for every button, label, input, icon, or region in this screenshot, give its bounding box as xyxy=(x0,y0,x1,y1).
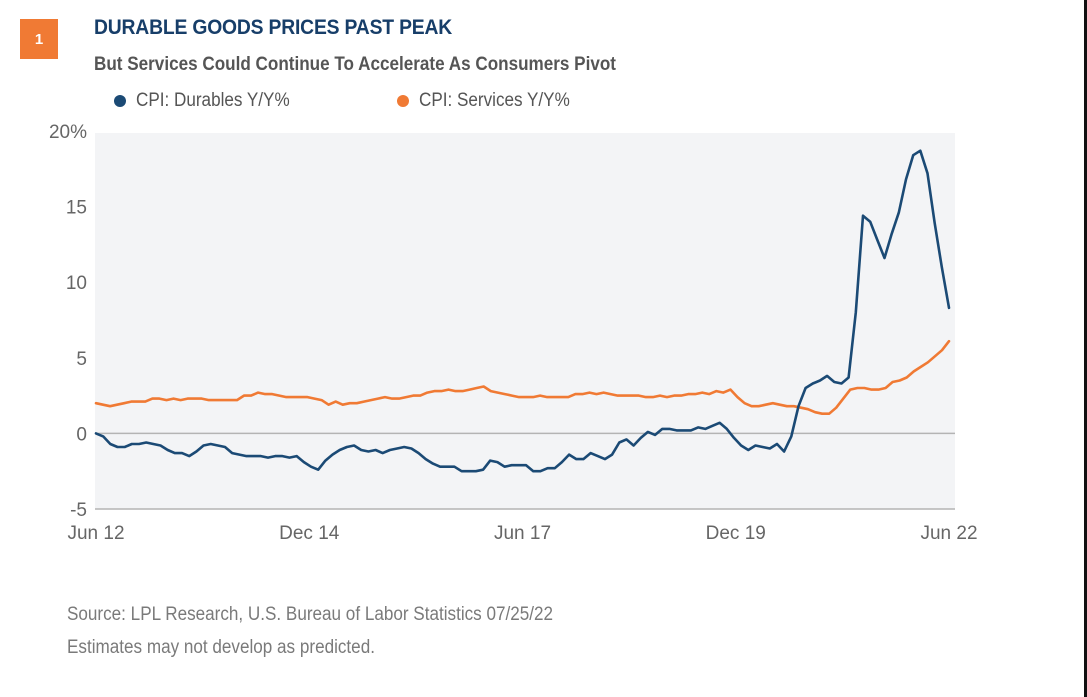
legend-dot-durables-icon xyxy=(114,95,126,107)
x-axis: Jun 12 Dec 14 Jun 17 Dec 19 Jun 22 xyxy=(67,523,977,544)
x-tick-label: Dec 19 xyxy=(706,523,766,544)
y-axis: -5 0 5 10 15 20% xyxy=(49,122,87,521)
source-note: Source: LPL Research, U.S. Bureau of Lab… xyxy=(67,604,554,625)
chart-subtitle: But Services Could Continue To Accelerat… xyxy=(94,54,616,75)
y-tick-label: -5 xyxy=(70,500,87,521)
x-tick-label: Jun 22 xyxy=(920,523,977,544)
legend-item-services: CPI: Services Y/Y% xyxy=(397,90,587,112)
chart-title: DURABLE GOODS PRICES PAST PEAK xyxy=(94,16,453,39)
legend-dot-services-icon xyxy=(397,95,409,107)
x-tick-label: Jun 12 xyxy=(67,523,124,544)
legend-label-durables: CPI: Durables Y/Y% xyxy=(136,90,290,111)
x-tick-label: Dec 14 xyxy=(279,523,340,544)
disclaimer-note: Estimates may not develop as predicted. xyxy=(67,637,375,658)
legend-label-services: CPI: Services Y/Y% xyxy=(419,90,570,111)
y-tick-label: 10 xyxy=(66,273,87,294)
y-tick-label: 15 xyxy=(66,198,87,219)
plot-background xyxy=(95,133,955,509)
series-layer xyxy=(94,149,951,473)
x-tick-label: Jun 17 xyxy=(494,523,551,544)
legend-item-durables: CPI: Durables Y/Y% xyxy=(114,90,307,112)
series-line-durables xyxy=(94,149,951,473)
y-tick-label: 5 xyxy=(76,349,87,370)
window-edge xyxy=(1084,0,1087,697)
y-tick-label: 20% xyxy=(49,122,87,143)
series-line-services xyxy=(94,339,951,416)
figure-number: 1 xyxy=(34,30,44,48)
figure-number-badge: 1 xyxy=(20,19,58,59)
y-tick-label: 0 xyxy=(76,424,87,445)
